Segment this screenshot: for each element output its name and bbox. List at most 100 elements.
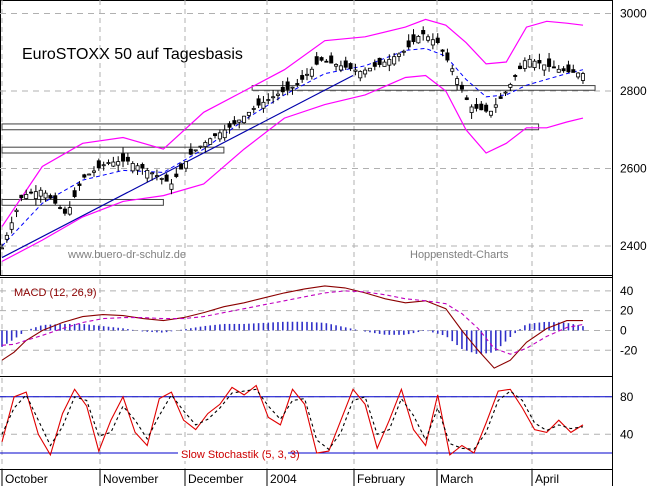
- price-bar-body: [305, 73, 310, 76]
- watermark-right: Hoppenstedt-Charts: [410, 249, 509, 261]
- price-bar-body: [43, 192, 48, 199]
- price-bar-body: [77, 183, 82, 186]
- price-bar-body: [183, 161, 188, 169]
- price-bar-body: [319, 57, 324, 61]
- price-bar-body: [290, 86, 295, 89]
- price-bar-body: [493, 104, 498, 108]
- price-bar-body: [469, 106, 474, 113]
- x-tick-label: April: [535, 472, 559, 486]
- price-bar-body: [430, 39, 435, 46]
- price-bar-body: [508, 84, 513, 88]
- price-bar-body: [367, 67, 372, 72]
- price-bar-body: [232, 120, 237, 125]
- price-bar-body: [571, 69, 576, 73]
- price-bar-body: [150, 172, 155, 175]
- price-bar-body: [246, 111, 251, 116]
- price-bar-body: [193, 149, 198, 152]
- price-bar-body: [300, 75, 305, 80]
- price-bar-body: [0, 247, 4, 250]
- price-bar-body: [329, 55, 334, 64]
- price-bar-body: [542, 64, 547, 71]
- price-bar-body: [198, 145, 203, 148]
- price-bar-body: [455, 78, 460, 85]
- price-bar-body: [237, 119, 242, 123]
- stochastic-y-tick-label: 80: [620, 390, 634, 404]
- price-bar-body: [87, 173, 92, 176]
- price-bar-body: [140, 164, 145, 169]
- price-bar-body: [24, 194, 29, 199]
- price-bar-body: [271, 96, 276, 99]
- x-tick-label: March: [440, 472, 473, 486]
- price-bar-body: [566, 64, 571, 73]
- price-bar-body: [67, 207, 72, 215]
- price-bar-body: [435, 37, 440, 44]
- price-bar-body: [213, 133, 218, 137]
- price-bar-body: [164, 174, 169, 182]
- price-bar-body: [561, 68, 566, 72]
- support-boxes-layer: [1, 85, 596, 206]
- macd-line: [1, 285, 583, 369]
- price-bar-body: [518, 65, 523, 70]
- price-bar-body: [14, 209, 19, 213]
- price-bar-body: [551, 66, 556, 69]
- price-bar-body: [474, 104, 479, 109]
- price-bar-body: [145, 170, 150, 179]
- macd-signal-line: [1, 290, 584, 355]
- price-bar-body: [29, 191, 34, 194]
- price-bar-body: [125, 156, 130, 162]
- price-bar-body: [498, 96, 503, 99]
- price-bar-body: [334, 64, 339, 67]
- price-bar-body: [275, 93, 280, 96]
- price-bar-body: [154, 175, 159, 178]
- price-bar-body: [445, 52, 450, 61]
- macd-y-tick-label: -20: [620, 343, 638, 357]
- labels-layer: EuroSTOXX 50 auf Tagesbasis www.buero-dr…: [5, 7, 647, 486]
- price-bar-body: [217, 132, 222, 140]
- macd-y-tick-label: 0: [620, 323, 627, 337]
- price-bar-body: [72, 190, 77, 197]
- support-box: [1, 198, 164, 206]
- price-bar-body: [130, 163, 135, 172]
- price-y-tick-label: 3000: [620, 7, 647, 21]
- price-bar-body: [532, 60, 537, 68]
- price-bar-body: [58, 207, 63, 209]
- candles-layer: [0, 26, 585, 250]
- price-bar-body: [547, 58, 552, 67]
- price-bar-body: [358, 71, 363, 79]
- price-bar-body: [426, 36, 431, 41]
- x-tick-label: November: [103, 472, 158, 486]
- price-bar-body: [96, 160, 101, 169]
- price-panel-frame: [0, 0, 613, 276]
- stochastic-y-tick-label: 40: [620, 427, 634, 441]
- price-bar-body: [387, 58, 392, 66]
- price-bar-body: [19, 194, 24, 199]
- price-bar-body: [179, 163, 184, 170]
- price-bar-body: [111, 161, 116, 167]
- macd-y-tick-label: 40: [620, 284, 634, 298]
- chart-title: EuroSTOXX 50 auf Tagesbasis: [22, 46, 243, 63]
- x-tick-label: February: [357, 472, 405, 486]
- price-bar-body: [256, 98, 261, 106]
- price-bar-body: [82, 174, 87, 178]
- support-box: [1, 146, 225, 154]
- price-bar-body: [396, 53, 401, 57]
- macd-label: MACD (12, 26,9): [14, 287, 97, 299]
- price-bar-body: [338, 65, 343, 71]
- stochastic-label-bg: [178, 447, 288, 461]
- price-bar-body: [309, 68, 314, 77]
- price-bar-body: [106, 162, 111, 164]
- price-bar-body: [503, 91, 508, 94]
- price-bar-body: [401, 50, 406, 53]
- price-bar-body: [314, 56, 319, 65]
- price-bar-body: [242, 115, 247, 124]
- price-bar-body: [135, 165, 140, 171]
- price-bar-body: [261, 101, 266, 109]
- price-y-tick-label: 2600: [620, 161, 647, 175]
- macd-y-tick-label: 20: [620, 304, 634, 318]
- stochastic-label: Slow Stochastik (5, 3, 3): [181, 449, 300, 461]
- watermark-left: www.buero-dr-schulz.de: [67, 249, 186, 261]
- price-bar-body: [285, 81, 290, 90]
- price-bar-body: [62, 208, 67, 214]
